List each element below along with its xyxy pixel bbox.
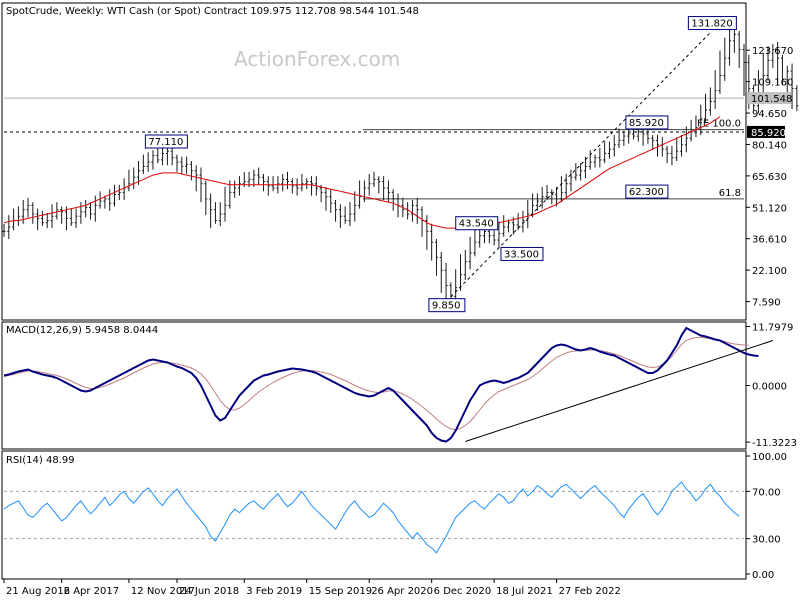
macd-y-axis: 11.7979 0.0000 -11.3223 [746,323,797,449]
moving-average-line [3,116,721,229]
price-annotation-label: 62.300 [629,187,664,198]
macd-y-tick-label: -11.3223 [752,438,797,449]
level-line-label: 61.8 [719,188,741,199]
rsi-panel-frame [1,450,747,580]
macd-label: MACD(12,26,9) 5.9458 8.0444 [6,325,158,336]
price-y-tick-label: 7.590 [752,298,781,309]
price-annotation-label: 43.540 [459,219,494,230]
x-tick-label: 24 Jun 2018 [179,586,239,597]
price-annotation-label: 85.920 [629,118,664,129]
price-annotation-box [625,115,669,130]
current-price-marker [747,92,791,105]
rsi-y-tick-label: 0.00 [752,570,774,581]
x-tick-label: 2 Apr 2017 [64,586,119,597]
macd-line [3,326,759,443]
rsi-y-axis: 100.00 70.00 30.00 0.00 [746,452,787,581]
x-tick-label: 6 Dec 2020 [434,586,492,597]
rsi-line [3,481,740,554]
x-tick-label: 27 Feb 2022 [559,586,621,597]
price-y-tick-label: 94.650 [752,109,787,120]
rsi-label: RSI(14) 48.99 [6,455,75,466]
macd-trendline [465,340,773,442]
price-y-tick-label: 36.610 [752,235,787,246]
fibo-trendline [450,32,711,298]
level-label: 85.920 [751,128,786,139]
price-y-tick-label: 65.630 [752,172,787,183]
x-tick-label: 21 Aug 2016 [6,586,70,597]
price-annotation-label: 33.500 [504,249,539,260]
price-annotation-box [687,16,737,31]
price-annotation-box [500,246,544,261]
rsi-y-tick-label: 70.00 [752,487,781,498]
price-annotation-box [428,298,466,313]
price-levels: FE 100.0 61.8 [4,97,744,200]
price-y-tick-label: 123.670 [752,46,793,57]
price-annotation-box [455,216,499,231]
price-bars [2,26,799,304]
x-tick-label: 12 Nov 2017 [131,586,195,597]
watermark: ActionForex.com [234,47,400,71]
price-y-axis: 7.590 22.100 36.610 51.120 65.630 80.140 94.65… [746,46,793,309]
price-annotation-box [625,184,669,199]
level-marker [747,125,785,138]
price-y-tick-label: 51.120 [752,203,787,214]
rsi-y-tick-label: 30.00 [752,535,781,546]
price-annotation-label: 131.820 [691,19,732,30]
price-annotations: 131.820 77.110 85.920 62.300 43.540 33.500 9.8… [144,16,737,313]
price-y-tick-label: 109.160 [752,78,793,89]
macd-y-tick-label: 0.0000 [752,382,787,393]
price-annotation-label: 77.110 [148,137,183,148]
price-y-tick-label: 22.100 [752,266,787,277]
macd-signal-line [3,337,749,431]
x-tick-label: 18 Jul 2021 [496,586,553,597]
x-tick-label: 15 Sep 2019 [309,586,372,597]
level-line-label: FE 100.0 [697,119,741,130]
price-panel-frame [1,2,747,321]
price-annotation-label: 9.850 [432,301,461,312]
price-annotation-box [144,134,188,149]
rsi-y-tick-label: 100.00 [752,452,787,463]
x-tick-label: 26 Apr 2020 [371,586,433,597]
price-panel-header: SpotCrude, Weekly: WTI Cash (or Spot) Co… [6,6,419,17]
macd-panel: MACD(12,26,9) 5.9458 8.0444 11.7979 0.000… [1,321,797,450]
current-price-label: 101.548 [751,94,792,105]
macd-y-tick-label: 11.7979 [752,323,793,334]
price-panel: ActionForex.com SpotCrude, Weekly: WTI C… [1,2,799,321]
rsi-panel: RSI(14) 48.99 100.00 70.00 30.00 0.00 [1,450,787,581]
x-tick-label: 3 Feb 2019 [246,586,302,597]
price-y-tick-label: 80.140 [752,140,787,151]
